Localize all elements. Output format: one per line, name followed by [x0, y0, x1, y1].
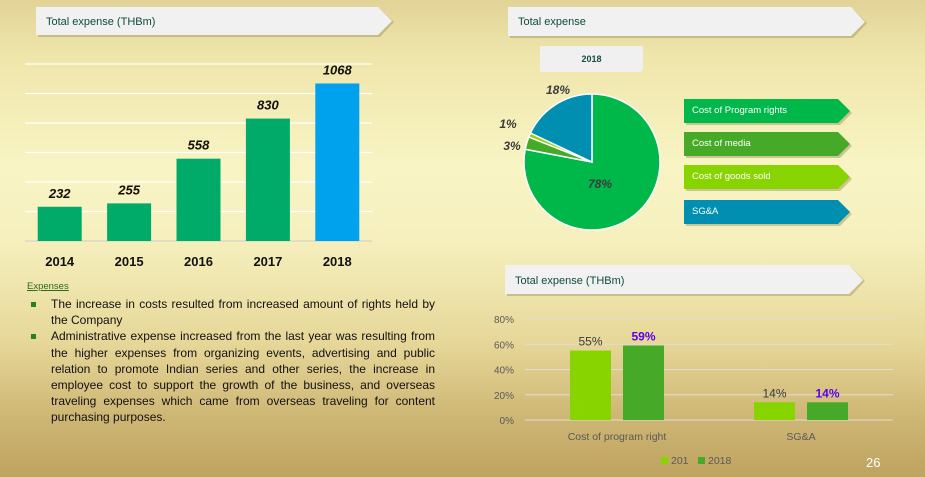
pie-title-banner: Total expense	[508, 7, 867, 38]
legend-label: Cost of goods sold	[692, 171, 771, 182]
data-label: 232	[48, 186, 71, 201]
notes-bullet-text: Administrative expense increased from th…	[51, 329, 435, 425]
bullet-square-icon	[31, 334, 36, 340]
x-tick-label: Cost of program right	[568, 431, 667, 443]
banner-arrow-shape	[505, 265, 865, 296]
data-label: 14%	[815, 386, 839, 400]
notes-bullet: The increase in costs resulted from incr…	[27, 296, 435, 328]
x-tick-label: SG&A	[786, 431, 815, 443]
pie-year-tab: 2018	[540, 46, 643, 72]
pie-data-label: 78%	[588, 177, 612, 191]
bar-2018	[623, 345, 664, 420]
bar-2017	[245, 118, 290, 241]
pie-slice	[527, 132, 593, 163]
x-tick-label: 2015	[115, 254, 144, 269]
legend-arrow-shape	[684, 165, 852, 191]
right-chart-title: Total expense (THBm)	[515, 275, 625, 287]
pie-slice	[523, 93, 661, 231]
notes-bullet-list: The increase in costs resulted from incr…	[27, 296, 435, 426]
x-tick-label: 2014	[45, 254, 75, 269]
legend-item: Cost of Program rights	[684, 99, 852, 125]
data-label: 14%	[762, 386, 786, 400]
bullet-square-icon	[31, 302, 36, 307]
data-label: 255	[117, 182, 140, 197]
bar-2018	[807, 402, 848, 420]
legend-swatch	[698, 457, 705, 464]
pie-title: Total expense	[518, 16, 586, 28]
notes-bullet: Administrative expense increased from th…	[27, 328, 435, 425]
y-tick-label: 20%	[494, 391, 514, 402]
notes-bullet-text: The increase in costs resulted from incr…	[51, 297, 435, 328]
banner-arrow-shape	[36, 7, 394, 37]
legend-label: 201	[671, 455, 689, 467]
legend-label: SG&A	[692, 206, 719, 217]
x-tick-label: 2016	[184, 254, 213, 269]
left-chart-title-banner: Total expense (THBm)	[36, 7, 394, 37]
page-number: 26	[866, 455, 881, 470]
expenses-notes: Expenses The increase in costs resulted …	[27, 281, 435, 426]
y-tick-label: 80%	[494, 315, 514, 326]
data-label: 830	[257, 98, 279, 113]
pie-slice	[524, 135, 593, 163]
legend-label: 2018	[708, 455, 732, 467]
x-tick-label: 2017	[253, 254, 282, 269]
legend-arrow-shape	[684, 200, 852, 226]
legend-item: Cost of media	[684, 132, 852, 158]
bar-2016	[176, 158, 221, 241]
data-label: 55%	[578, 335, 602, 349]
right-chart-title-banner: Total expense (THBm)	[505, 265, 865, 296]
legend-swatch	[661, 457, 668, 464]
data-label: 1068	[323, 62, 353, 77]
legend-arrow-shape	[684, 132, 852, 158]
pie-data-label: 1%	[499, 117, 517, 131]
pie-slice	[529, 93, 593, 164]
legend-label: Cost of media	[692, 138, 751, 149]
y-tick-label: 60%	[494, 340, 514, 351]
pie-data-label: 18%	[546, 83, 570, 97]
bar-2015	[107, 203, 152, 241]
y-tick-label: 0%	[500, 416, 515, 427]
bar-201	[754, 402, 795, 420]
x-tick-label: 2018	[323, 254, 352, 269]
bar-2018	[315, 83, 360, 241]
legend-label: Cost of Program rights	[692, 105, 788, 116]
banner-arrow-shape	[508, 7, 867, 38]
left-chart-title: Total expense (THBm)	[46, 16, 156, 28]
data-label: 558	[188, 138, 210, 153]
legend-item: SG&A	[684, 200, 852, 226]
bar-2014	[37, 206, 82, 241]
legend-item: Cost of goods sold	[684, 165, 852, 191]
legend-arrow-shape	[684, 99, 852, 125]
pie-data-label: 3%	[503, 139, 521, 153]
data-label: 59%	[631, 330, 655, 344]
y-tick-label: 40%	[494, 366, 514, 377]
bar-201	[570, 350, 611, 420]
notes-heading: Expenses	[27, 281, 69, 292]
